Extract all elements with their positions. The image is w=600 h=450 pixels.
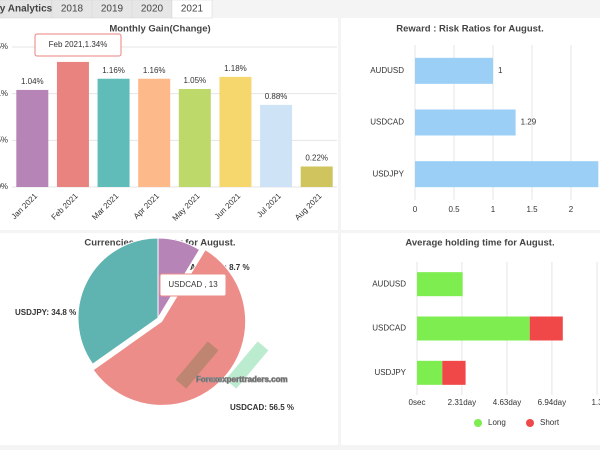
bar [415, 161, 599, 188]
bar [300, 166, 333, 187]
chart-title: Average holding time for August. [405, 238, 554, 249]
legend-swatch [474, 419, 482, 427]
y-tick-label: USDCAD [372, 324, 406, 333]
bar [16, 89, 49, 187]
watermark-candle [175, 341, 219, 389]
data-label: 1.04% [21, 77, 44, 86]
y-tick-label: 0.5% [0, 135, 8, 144]
y-tick-label: 0% [0, 182, 8, 191]
data-label: 1.16% [143, 66, 166, 75]
y-tick-label: 1% [0, 89, 8, 98]
y-tick-label: USDJPY [374, 368, 406, 377]
tab[interactable] [171, 0, 213, 19]
bar [415, 57, 493, 84]
bar-segment [442, 360, 466, 385]
chart-title: Monthly Gain(Change) [109, 24, 210, 35]
watermark-candle [225, 341, 269, 389]
bar-segment [417, 316, 530, 341]
legend-label: Long [488, 418, 506, 427]
data-label: 1.05% [183, 76, 206, 85]
x-tick-label: 1 [491, 205, 496, 214]
x-tick-label: 1.3 [591, 398, 600, 407]
tab-label: 2018 [61, 4, 84, 15]
x-tick-label: 1.5 [526, 205, 538, 214]
bar-segment [417, 360, 443, 385]
y-tick-label: AUDUSD [370, 66, 404, 75]
x-tick-label: 2 [569, 205, 574, 214]
bar [56, 61, 89, 187]
tab-label: 2021 [181, 4, 204, 15]
tooltip-text: USDCAD , 13 [168, 280, 218, 289]
x-tick-label: 0sec [409, 398, 426, 407]
tab-label: 2020 [141, 4, 164, 15]
legend-swatch [526, 419, 534, 427]
bar [219, 76, 252, 187]
x-tick-label: 6.94day [538, 398, 566, 407]
pie-slice [77, 237, 159, 365]
x-tick-label: 0 [413, 205, 418, 214]
tooltip [34, 33, 122, 57]
y-tick-label: AUDUSD [372, 279, 406, 288]
tab-label: 2019 [101, 4, 124, 15]
tooltip-text: Feb 2021,1.34% [49, 40, 108, 49]
legend-label: Short [540, 418, 560, 427]
tab-label: y Analytics [0, 4, 53, 15]
x-tick-label: 2.31day [448, 398, 476, 407]
bar-segment [417, 272, 463, 297]
bar [260, 104, 293, 187]
data-label: USDJPY: 34.8 % [15, 308, 76, 317]
bar [178, 89, 211, 187]
y-tick-label: USDJPY [372, 169, 404, 178]
data-label: 1.16% [102, 66, 125, 75]
data-label: 1.29 [521, 118, 537, 127]
bar-segment [529, 316, 563, 341]
data-label: 1 [498, 66, 503, 75]
tooltip [159, 273, 227, 297]
bar [97, 78, 130, 187]
y-tick-label: 1.5% [0, 42, 8, 51]
bar [138, 78, 171, 187]
x-tick-label: 4.63day [493, 398, 521, 407]
data-label: 1.18% [224, 64, 247, 73]
y-tick-label: USDCAD [370, 118, 404, 127]
watermark: Forexexperttraders.com [196, 375, 288, 384]
x-tick-label: 0.5 [448, 205, 460, 214]
data-label: USDCAD: 56.5 % [230, 403, 294, 412]
bar [415, 109, 516, 136]
chart-title: Reward : Risk Ratios for August. [396, 24, 543, 35]
data-label: 0.88% [265, 92, 288, 101]
data-label: 0.22% [305, 154, 328, 163]
